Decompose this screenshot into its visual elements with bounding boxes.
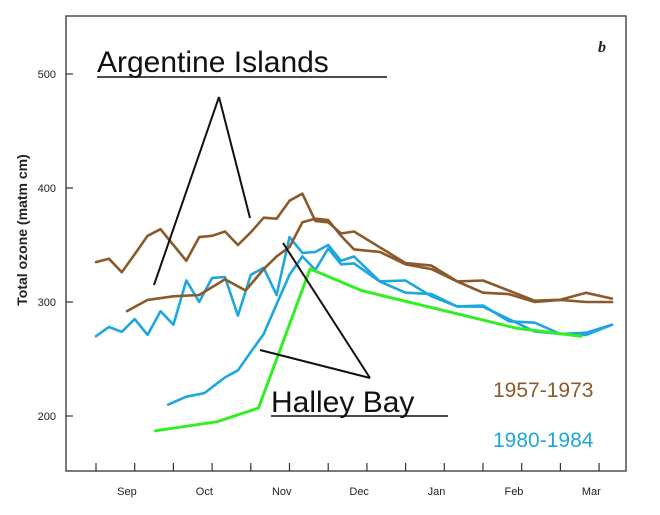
y-tick-label-400: 400	[38, 183, 56, 195]
legend-label-1957-1973: 1957-1973	[493, 379, 593, 402]
plot-frame	[65, 15, 627, 472]
halley-pointer-upper	[282, 242, 371, 379]
legend-label-1980-1984: 1980-1984	[493, 429, 594, 452]
y-axis: 200 300 400 500	[38, 69, 73, 423]
series-line-1957-1973-1	[125, 217, 614, 313]
halley-pointer-lower	[259, 349, 371, 379]
x-tick-label-dec: Dec	[349, 486, 369, 498]
x-tick-label-nov: Nov	[272, 486, 292, 498]
series-line-1980-1984-3	[166, 247, 614, 406]
argentine-pointer-left	[153, 96, 220, 286]
series-line-green	[153, 267, 583, 433]
y-tick-label-500: 500	[38, 69, 56, 81]
x-tick-label-oct: Oct	[196, 486, 213, 498]
panel-letter: b	[598, 39, 606, 56]
x-tick-label-jan: Jan	[428, 486, 446, 498]
x-tick-label-feb: Feb	[504, 486, 523, 498]
halley-bay-label: Halley Bay	[271, 386, 414, 419]
y-tick-label-300: 300	[38, 297, 56, 309]
argentine-islands-label: Argentine Islands	[97, 46, 329, 79]
argentine-pointer-right	[218, 96, 251, 219]
y-tick-label-200: 200	[38, 411, 56, 423]
x-tick-label-mar: Mar	[582, 486, 601, 498]
series-layer	[94, 192, 614, 433]
x-axis: Sep Oct Nov Dec Jan Feb Mar	[95, 463, 601, 498]
y-axis-label: Total ozone (matm cm)	[14, 154, 30, 305]
x-tick-label-sep: Sep	[117, 486, 137, 498]
series-line-1957-1973-0	[94, 192, 614, 302]
